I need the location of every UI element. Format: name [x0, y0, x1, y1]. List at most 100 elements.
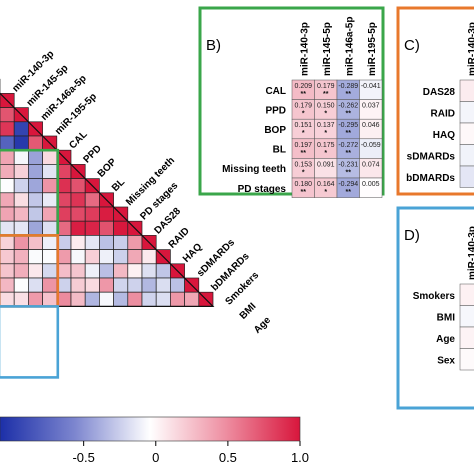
matrix-cell [99, 220, 114, 236]
matrix-cell [113, 263, 129, 279]
matrix-cell [13, 164, 29, 179]
matrix-cell [184, 291, 200, 307]
matrix-variable-label: BOP [96, 156, 119, 179]
matrix-cell [13, 206, 29, 222]
matrix-cell [42, 291, 58, 307]
panel-b-cell-value: -0.289 [338, 83, 358, 90]
panel-b-cell-value: 0.180 [294, 181, 312, 188]
panel-c-column-label: miR-140-3p [467, 22, 474, 76]
panel-d-row-labels: Smokers BMI Age Sex [413, 291, 456, 367]
panel-b-column-labels: miR-140-3p miR-145-5p miR-146a-5p miR-195-5… [299, 17, 378, 76]
matrix-cell [84, 235, 100, 250]
matrix-cell [84, 291, 100, 307]
panel-b-cell-value: 0.164 [317, 181, 335, 188]
panel-b-cell-value: 0.175 [317, 142, 335, 149]
matrix-cell [28, 277, 43, 293]
colorbar: -0.5 0 0.5 1.0 [0, 416, 309, 465]
matrix-cell [70, 220, 86, 236]
panel-c-cell [459, 122, 474, 145]
panel-b-cell-value: 0.091 [317, 161, 335, 168]
matrix-cell [141, 291, 157, 307]
matrix-cell [0, 121, 15, 137]
panel-d-column-labels: miR-140-3p [467, 226, 474, 280]
panel-b-cell-significance: ** [301, 189, 307, 196]
panel-b-cell-value: -0.262 [338, 103, 358, 110]
panel-b-cell-significance: ** [346, 150, 352, 157]
matrix-cell [70, 235, 86, 250]
panel-b-frame [198, 6, 385, 196]
panel-b-column-label: miR-145-5p [322, 22, 333, 76]
matrix-cell [28, 291, 43, 307]
matrix-cell [70, 192, 86, 208]
panel-b-cell-value: -0.041 [361, 83, 381, 90]
matrix-cell [0, 107, 15, 123]
matrix-cell [70, 178, 86, 194]
matrix-variable-label: PPD [82, 143, 104, 165]
matrix-cell [42, 192, 58, 208]
matrix-cell [13, 235, 29, 250]
matrix-cell [84, 220, 100, 236]
panel-b-cell-value: -0.272 [338, 142, 358, 149]
matrix-cell [99, 263, 114, 279]
matrix-cell [42, 249, 58, 265]
matrix-cell [70, 277, 86, 293]
panel-b-cell-value: 0.197 [294, 142, 312, 149]
matrix-cell [28, 263, 43, 279]
panel-b-cell-significance: * [302, 130, 305, 137]
matrix-cell [170, 291, 185, 307]
matrix-cell [84, 277, 100, 293]
matrix-variable-label: Missing teeth [124, 155, 177, 208]
panel-c-frame [396, 6, 474, 196]
panel-b-row-labels: CAL PPD BOP BL Missing teeth PD stages [222, 86, 286, 195]
panel-b-row-label: CAL [265, 86, 286, 97]
panel-c-row-label: sDMARDs [407, 151, 456, 162]
matrix-cell [13, 220, 29, 236]
panel-b-cell-value: 0.209 [294, 83, 312, 90]
matrix-cell [70, 249, 86, 265]
matrix-cell [99, 206, 114, 222]
matrix-cell [155, 277, 171, 293]
matrix-cell [170, 277, 185, 293]
panel-b-column-label: miR-195-5p [367, 22, 378, 76]
panel-b-periodontal-correlations: B) miR-140-3p miR-145-5p miR-146a-5p miR-19… [198, 6, 385, 198]
matrix-cell [84, 192, 100, 208]
matrix-cell [113, 249, 129, 265]
panel-b-cell-value: 0.074 [362, 161, 380, 168]
panel-b-cell-value: 0.046 [362, 122, 380, 129]
panel-b-cell-significance: ** [346, 189, 352, 196]
panel-c-ra-activity-correlations: C) miR-140-3p DAS28 RAID HAQ sDMARDs bDMARDs [396, 6, 474, 196]
matrix-cell [28, 149, 43, 165]
panel-b-cell-significance: * [324, 150, 327, 157]
panel-c-letter: C) [404, 37, 420, 54]
panel-b-cell-significance: * [302, 169, 305, 176]
panel-d-column-label: miR-140-3p [467, 226, 474, 280]
panel-c-row-label: bDMARDs [406, 173, 455, 184]
colorbar-ticks: -0.5 0 0.5 1.0 [72, 441, 309, 465]
panel-b-row-label: BOP [264, 125, 286, 136]
panel-b-cell-value: -0.059 [361, 142, 381, 149]
matrix-variable-label: BL [110, 177, 127, 194]
matrix-cell [0, 220, 15, 236]
panel-b-cell-value: -0.294 [338, 181, 358, 188]
matrix-cells [0, 78, 215, 307]
panel-d-row-label: Age [436, 334, 455, 345]
panel-b-row-label: Missing teeth [222, 164, 286, 175]
panel-c-column-labels: miR-140-3p [467, 22, 474, 76]
panel-b-cell-value: -0.231 [338, 161, 358, 168]
matrix-cell [42, 263, 58, 279]
panel-b-cell-significance: ** [346, 91, 352, 98]
panel-b-cell-significance: ** [346, 130, 352, 137]
panel-b-row-label: PPD [265, 105, 286, 116]
matrix-cell [113, 291, 129, 307]
matrix-cell [0, 277, 15, 293]
matrix-cell [0, 135, 15, 151]
panel-b-cell-value: 0.151 [294, 122, 312, 129]
matrix-cell [0, 291, 15, 307]
matrix-cell [155, 291, 171, 307]
matrix-cell [42, 235, 58, 250]
matrix-cell [42, 164, 58, 179]
highlight-box [0, 305, 60, 379]
matrix-cell [28, 135, 43, 151]
panel-d-cells [459, 283, 474, 371]
panel-b-cells: 0.209**0.179**-0.289**-0.0410.179*0.150*… [291, 79, 383, 198]
